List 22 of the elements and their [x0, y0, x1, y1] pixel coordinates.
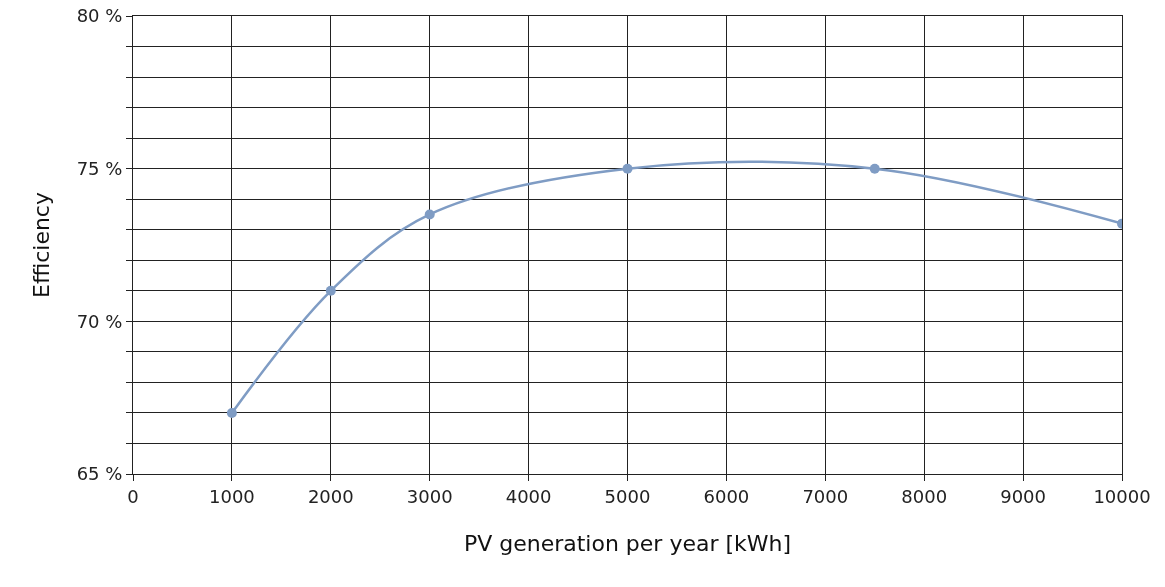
point: [869, 163, 880, 174]
point: [622, 163, 633, 174]
y-axis-title: Efficiency: [29, 192, 55, 298]
x-tick-label: 5000: [604, 485, 651, 507]
y-tick-label: 80 %: [76, 5, 123, 27]
point: [325, 285, 336, 296]
x-axis-title: PV generation per year [kWh]: [463, 531, 792, 557]
point: [226, 407, 237, 418]
x-tick-label: 9000: [1000, 485, 1047, 507]
x-tick-label: 10000: [1093, 485, 1151, 507]
point: [424, 209, 435, 220]
y-tick-label: 70 %: [76, 310, 123, 332]
x-tick-label: 6000: [703, 485, 750, 507]
y-tick-label: 75 %: [76, 157, 123, 179]
x-tick-label: 8000: [901, 485, 948, 507]
x-tick-label: 3000: [406, 485, 453, 507]
x-tick-label: 1000: [208, 485, 255, 507]
x-tick-label: 7000: [802, 485, 849, 507]
x-tick-label: 2000: [307, 485, 354, 507]
x-tick-label: 4000: [505, 485, 552, 507]
x-tick-label: 0: [127, 485, 139, 507]
y-tick-label: 65 %: [76, 463, 123, 485]
